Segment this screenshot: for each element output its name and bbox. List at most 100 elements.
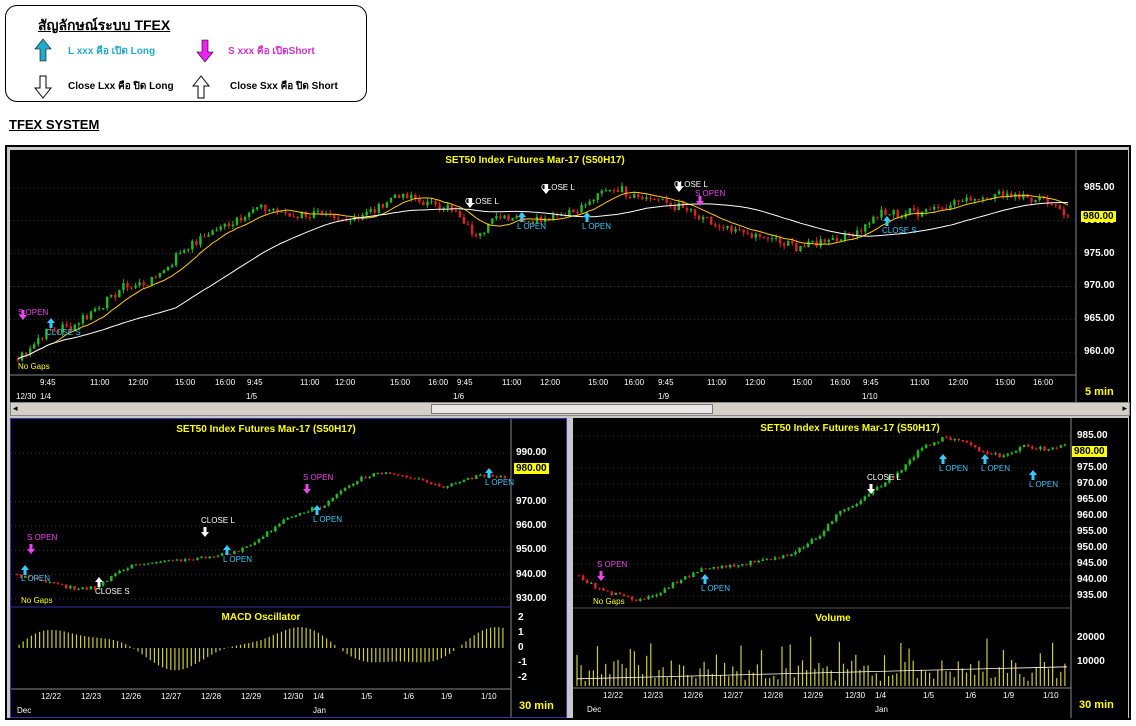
main-candle bbox=[462, 217, 466, 224]
left-chart-pane[interactable]: SET50 Index Futures Mar-17 (S50H17) 990.… bbox=[10, 418, 567, 718]
right-candle bbox=[590, 583, 593, 585]
left-candle bbox=[85, 587, 88, 590]
main-signal-label: CLOSE L bbox=[674, 180, 708, 189]
right-candle bbox=[753, 560, 756, 563]
main-interval-label[interactable]: 5 min bbox=[1085, 386, 1114, 398]
main-candle bbox=[860, 230, 863, 232]
main-candle bbox=[1062, 209, 1066, 216]
left-signal-arrow bbox=[223, 545, 231, 555]
main-candle bbox=[251, 209, 255, 213]
right-candle bbox=[965, 440, 969, 443]
long-close-arrow-icon bbox=[34, 75, 52, 99]
main-candle bbox=[53, 329, 56, 331]
right-candle bbox=[933, 442, 936, 446]
left-date-tick: 12/26 bbox=[121, 692, 142, 701]
main-candle bbox=[499, 216, 502, 219]
right-candle bbox=[634, 599, 638, 601]
right-candle bbox=[904, 464, 907, 471]
main-time-tick: 15:00 bbox=[390, 378, 411, 387]
right-candle bbox=[737, 565, 740, 567]
right-candle bbox=[810, 538, 814, 544]
main-candle bbox=[410, 194, 413, 199]
right-y-tick: 975.00 bbox=[1077, 462, 1108, 473]
main-time-tick: 11:00 bbox=[707, 378, 727, 387]
left-signal-label: L OPEN bbox=[223, 555, 253, 564]
main-candle bbox=[414, 194, 417, 199]
right-signal-label: L OPEN bbox=[981, 464, 1011, 473]
right-candle bbox=[622, 594, 626, 597]
left-date-tick: 12/29 bbox=[241, 692, 262, 701]
right-candle bbox=[802, 547, 805, 549]
left-candle bbox=[352, 483, 355, 486]
left-candle bbox=[200, 556, 203, 558]
main-slow-ma-line bbox=[17, 202, 1069, 360]
main-price-pane[interactable]: SET50 Index Futures Mar-17 (S50H17) 985.… bbox=[10, 150, 1128, 402]
main-candle bbox=[758, 233, 762, 237]
scrollbar-thumb[interactable] bbox=[431, 404, 713, 414]
main-candle bbox=[969, 197, 972, 201]
left-date-tick: 12/23 bbox=[81, 692, 102, 701]
right-candle bbox=[581, 575, 585, 581]
right-candle bbox=[1006, 453, 1010, 456]
main-candle bbox=[770, 238, 774, 240]
main-candle bbox=[16, 358, 20, 361]
main-candle bbox=[799, 245, 802, 252]
main-candle bbox=[61, 324, 64, 333]
right-interval-label[interactable]: 30 min bbox=[1079, 699, 1114, 711]
main-time-tick: 16:00 bbox=[830, 378, 851, 387]
main-time-tick: 9:45 bbox=[40, 378, 56, 387]
left-date-tick: 1/10 bbox=[481, 692, 497, 701]
main-time-tick: 15:00 bbox=[588, 378, 609, 387]
main-candle bbox=[997, 191, 1001, 195]
left-candle bbox=[311, 506, 314, 512]
main-candle bbox=[178, 252, 182, 254]
horizontal-scrollbar[interactable]: ◂ ▸ bbox=[10, 402, 1130, 416]
main-candle bbox=[738, 229, 741, 231]
right-candle bbox=[920, 448, 924, 451]
main-candle bbox=[110, 294, 113, 297]
left-interval-label[interactable]: 30 min bbox=[519, 700, 554, 712]
main-signal-arrow bbox=[518, 212, 526, 222]
main-candle bbox=[260, 204, 263, 208]
main-candle bbox=[337, 218, 340, 220]
left-candle bbox=[60, 583, 64, 585]
right-candle bbox=[1063, 444, 1067, 446]
left-candle bbox=[192, 559, 195, 561]
main-candle bbox=[195, 241, 198, 245]
left-candle bbox=[32, 577, 35, 579]
left-candle bbox=[319, 507, 322, 509]
left-candle bbox=[126, 568, 129, 570]
main-candle bbox=[199, 236, 202, 245]
left-candle bbox=[397, 474, 400, 476]
right-candle bbox=[598, 587, 601, 589]
right-chart-title: SET50 Index Futures Mar-17 (S50H17) bbox=[760, 423, 940, 434]
right-candle bbox=[683, 576, 687, 580]
left-candle bbox=[413, 478, 416, 480]
right-candle bbox=[1026, 444, 1030, 447]
main-candle bbox=[701, 216, 705, 220]
left-candle bbox=[77, 589, 80, 591]
right-candle bbox=[1043, 446, 1046, 451]
right-candle bbox=[908, 459, 912, 465]
left-candle bbox=[183, 559, 187, 562]
main-candle bbox=[81, 315, 85, 324]
main-signal-arrow bbox=[696, 196, 704, 206]
main-candle bbox=[985, 197, 989, 199]
left-candle bbox=[114, 573, 117, 576]
right-candle bbox=[945, 437, 948, 439]
right-candle bbox=[626, 596, 630, 598]
main-candle bbox=[93, 308, 97, 312]
main-candle bbox=[296, 216, 299, 219]
main-candle bbox=[677, 203, 681, 210]
chart-window: SET50 Index Futures Mar-17 (S50H17) 985.… bbox=[5, 145, 1131, 720]
right-chart-pane[interactable]: SET50 Index Futures Mar-17 (S50H17) 985.… bbox=[573, 418, 1128, 718]
left-month-label: Dec bbox=[17, 706, 32, 715]
scroll-right-icon[interactable]: ▸ bbox=[1122, 403, 1127, 413]
main-candle bbox=[705, 216, 709, 218]
scroll-left-icon[interactable]: ◂ bbox=[13, 403, 18, 413]
left-candle bbox=[118, 570, 121, 574]
right-date-tick: 1/5 bbox=[923, 691, 935, 700]
main-candle bbox=[1058, 205, 1062, 210]
left-signal-label: S OPEN bbox=[27, 533, 58, 542]
main-candle bbox=[908, 208, 912, 214]
